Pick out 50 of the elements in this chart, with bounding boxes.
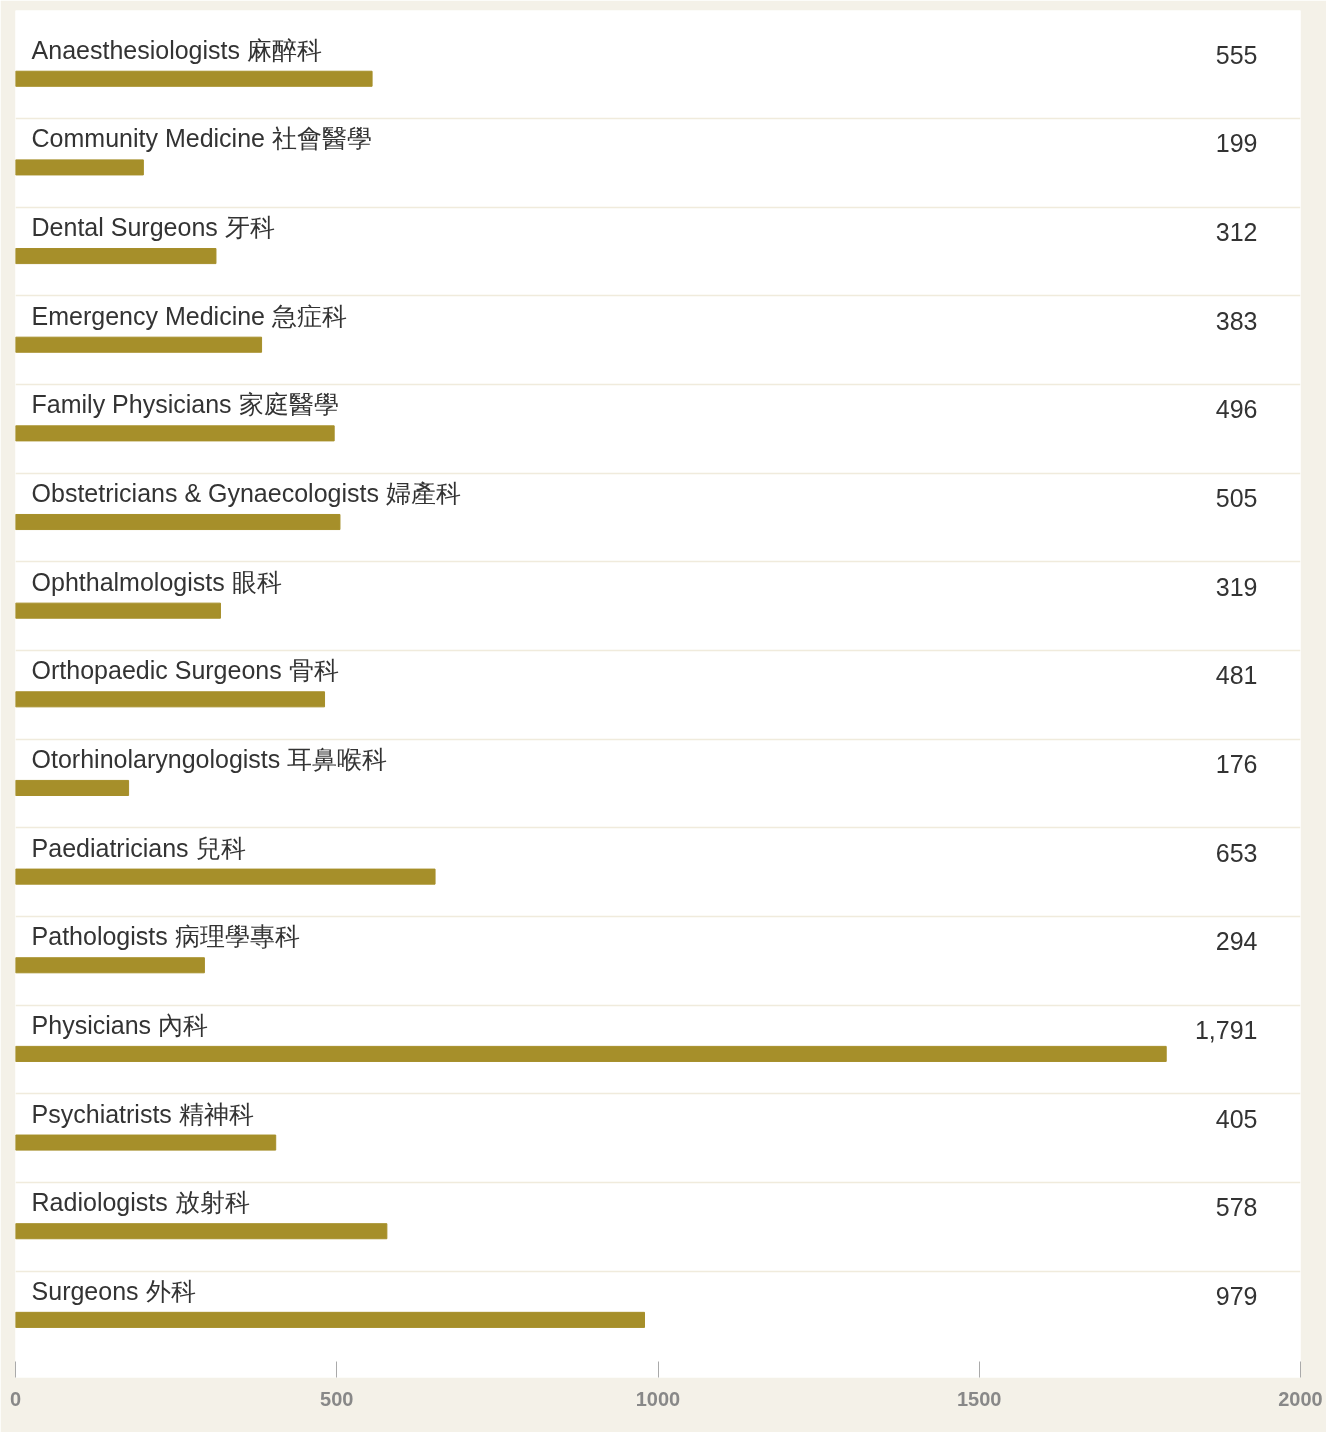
y-tick-label: Psychiatrists 精神科 [31,1099,254,1128]
bar [15,957,205,974]
y-tick-label: Anaesthesiologists 麻醉科 [31,35,322,64]
bar [15,1134,277,1151]
data-label: 405 [1215,1104,1258,1133]
data-label: 578 [1215,1193,1258,1222]
bar [15,1311,646,1328]
y-tick-label: Pathologists 病理學專科 [31,922,300,951]
data-label: 653 [1215,838,1258,867]
y-tick-label: Radiologists 放射科 [31,1188,250,1217]
y-tick-label: Community Medicine 社會醫學 [31,124,372,153]
data-label: 176 [1215,749,1258,778]
x-tick-label: 2000 [1278,1387,1323,1410]
bar [15,159,144,176]
data-label: 1,791 [1194,1015,1258,1044]
bar [15,691,326,708]
y-tick-label: Obstetricians & Gynaecologists 婦產科 [31,478,461,507]
bar [15,779,130,797]
y-tick-label: Paediatricians 兒科 [31,833,246,862]
y-tick-label: Surgeons 外科 [31,1276,196,1305]
data-label: 319 [1215,572,1258,601]
bar [15,70,373,87]
bar [15,1045,1167,1062]
data-label: 979 [1215,1281,1258,1310]
y-tick-label: Orthopaedic Surgeons 骨科 [31,656,339,685]
y-tick-label: Otorhinolaryngologists 耳鼻喉科 [31,744,388,773]
bar [15,1223,388,1240]
bar [15,602,221,619]
x-tick-label: 0 [9,1387,22,1410]
y-tick-label: Ophthalmologists 眼科 [31,567,282,596]
y-tick-label: Dental Surgeons 牙科 [31,212,275,241]
x-tick-label: 1500 [957,1387,1002,1410]
data-label: 555 [1215,40,1258,69]
data-label: 496 [1215,395,1258,424]
bar [15,868,436,885]
data-label: 294 [1215,927,1258,956]
bar [15,425,335,442]
data-label: 312 [1215,217,1258,246]
data-label: 505 [1215,483,1258,512]
data-label: 383 [1215,306,1258,335]
data-label: 199 [1215,129,1258,158]
y-tick-label: Physicians 內科 [31,1010,209,1039]
data-label: 481 [1215,661,1258,690]
x-tick-label: 1000 [635,1387,681,1410]
bar [15,513,341,531]
y-tick-label: Emergency Medicine 急症科 [31,301,347,330]
x-tick-label: 500 [320,1387,354,1410]
bar [15,336,263,353]
y-tick-label: Family Physicians 家庭醫學 [31,390,339,419]
bar [15,248,217,265]
